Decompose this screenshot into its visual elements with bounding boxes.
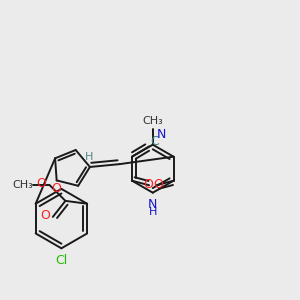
Text: Cl: Cl bbox=[55, 254, 68, 267]
Text: H: H bbox=[148, 207, 157, 217]
Text: O: O bbox=[153, 178, 163, 190]
Text: O: O bbox=[52, 182, 61, 196]
Text: C: C bbox=[151, 135, 159, 148]
Text: CH₃: CH₃ bbox=[13, 180, 34, 190]
Text: H: H bbox=[85, 152, 93, 162]
Text: O: O bbox=[37, 177, 46, 190]
Text: N: N bbox=[148, 198, 158, 211]
Text: N: N bbox=[157, 128, 166, 142]
Text: CH₃: CH₃ bbox=[142, 116, 163, 126]
Text: O: O bbox=[143, 178, 153, 190]
Text: O: O bbox=[40, 209, 50, 222]
